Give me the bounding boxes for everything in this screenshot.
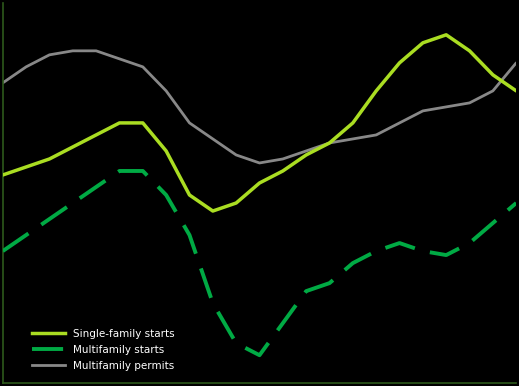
Legend: Single-family starts, Multifamily starts, Multifamily permits: Single-family starts, Multifamily starts… [29,326,178,374]
